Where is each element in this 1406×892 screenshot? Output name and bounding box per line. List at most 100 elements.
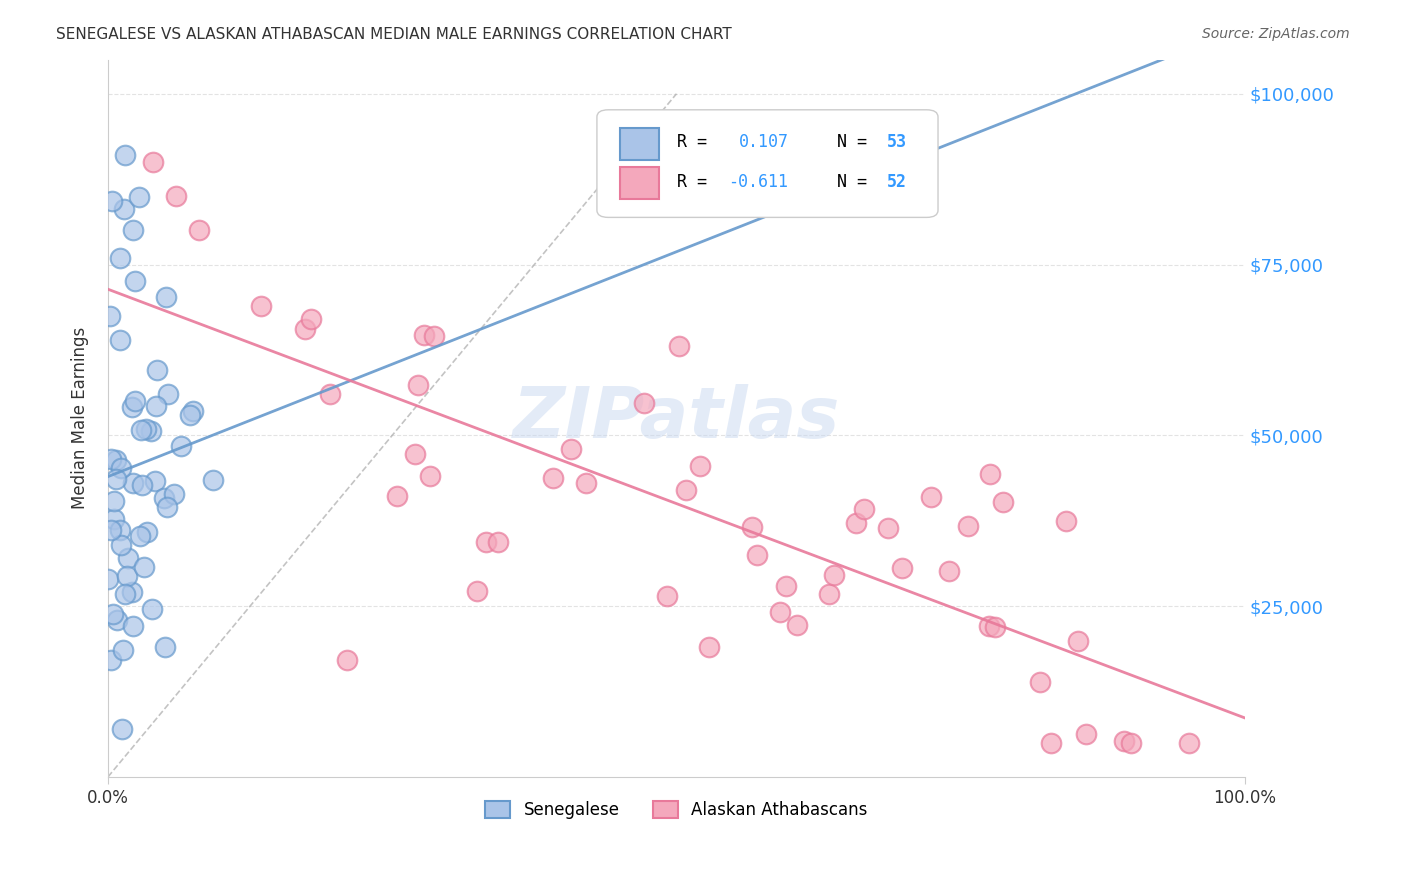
Text: R =: R = [676, 133, 727, 151]
Point [938, 564, 960, 578]
Point [153, 640, 176, 654]
Point [163, 487, 186, 501]
Point [689, 459, 711, 474]
Point [128, 190, 150, 204]
Point [108, 251, 131, 265]
Point [155, 290, 177, 304]
Y-axis label: Median Male Earnings: Median Male Earnings [72, 327, 89, 509]
Point [103, 512, 125, 526]
Point [1119, 736, 1142, 750]
Point [697, 640, 720, 654]
Point [129, 423, 152, 437]
Point [404, 447, 426, 461]
Point [768, 605, 790, 619]
Point [406, 378, 429, 392]
Point [103, 607, 125, 621]
Point [104, 453, 127, 467]
Point [142, 155, 165, 169]
Text: ZIPatlas: ZIPatlas [513, 384, 841, 453]
Point [1114, 734, 1136, 748]
Point [100, 523, 122, 537]
Point [101, 194, 124, 208]
Point [575, 475, 598, 490]
Point [121, 585, 143, 599]
Point [541, 471, 564, 485]
Point [170, 439, 193, 453]
Point [977, 619, 1000, 633]
Point [413, 328, 436, 343]
Point [97, 572, 120, 586]
Point [775, 579, 797, 593]
FancyBboxPatch shape [620, 167, 659, 200]
Text: 0.107: 0.107 [740, 133, 789, 151]
Point [655, 590, 678, 604]
Point [152, 491, 174, 505]
Point [1029, 674, 1052, 689]
Point [1076, 727, 1098, 741]
Text: 52: 52 [887, 172, 907, 191]
Text: SENEGALESE VS ALASKAN ATHABASCAN MEDIAN MALE EARNINGS CORRELATION CHART: SENEGALESE VS ALASKAN ATHABASCAN MEDIAN … [56, 27, 733, 42]
FancyBboxPatch shape [598, 110, 938, 218]
Point [157, 387, 180, 401]
Point [560, 442, 582, 456]
Point [156, 500, 179, 515]
Point [111, 722, 134, 736]
Point [165, 189, 187, 203]
Point [131, 477, 153, 491]
Point [103, 493, 125, 508]
Point [104, 472, 127, 486]
Point [474, 534, 496, 549]
Text: R =: R = [676, 172, 717, 191]
Point [129, 529, 152, 543]
Point [818, 586, 841, 600]
Text: N =: N = [807, 172, 877, 191]
Point [121, 619, 143, 633]
Point [745, 548, 768, 562]
Point [852, 502, 875, 516]
Point [633, 396, 655, 410]
Text: 53: 53 [887, 133, 907, 151]
Point [136, 524, 159, 539]
Point [1067, 634, 1090, 648]
Point [1054, 514, 1077, 528]
Point [100, 653, 122, 667]
Point [299, 311, 322, 326]
Point [249, 299, 271, 313]
Point [114, 587, 136, 601]
Point [145, 362, 167, 376]
Point [465, 583, 488, 598]
Point [112, 202, 135, 216]
Point [124, 274, 146, 288]
Point [319, 386, 342, 401]
Point [100, 452, 122, 467]
Point [1039, 736, 1062, 750]
Point [993, 494, 1015, 508]
Point [920, 491, 942, 505]
Point [387, 489, 409, 503]
Point [486, 535, 509, 549]
Point [121, 401, 143, 415]
Legend: Senegalese, Alaskan Athabascans: Senegalese, Alaskan Athabascans [478, 795, 875, 826]
Point [823, 567, 845, 582]
Point [141, 601, 163, 615]
Point [786, 618, 808, 632]
Point [122, 476, 145, 491]
Point [108, 333, 131, 347]
Point [294, 322, 316, 336]
Point [188, 223, 211, 237]
Point [336, 653, 359, 667]
Point [983, 620, 1005, 634]
Point [110, 461, 132, 475]
Point [110, 538, 132, 552]
Point [145, 399, 167, 413]
Point [179, 409, 201, 423]
Point [845, 516, 868, 530]
Point [741, 520, 763, 534]
Point [122, 223, 145, 237]
Point [675, 483, 697, 497]
Point [124, 394, 146, 409]
Point [98, 310, 121, 324]
Point [108, 523, 131, 537]
Text: N =: N = [807, 133, 877, 151]
Text: -0.611: -0.611 [728, 172, 787, 191]
